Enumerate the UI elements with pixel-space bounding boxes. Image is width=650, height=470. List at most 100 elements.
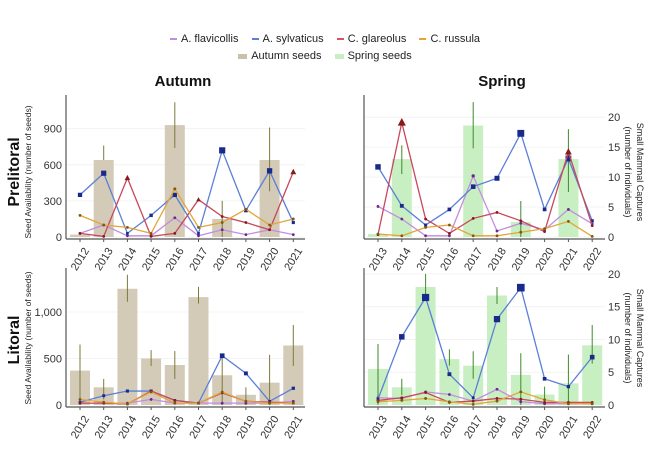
y-tick-label: 0	[608, 400, 614, 412]
marker-a-flavicollis	[400, 217, 404, 221]
series-line-c-glareolus	[79, 171, 294, 238]
x-tick-label: 2019	[235, 414, 258, 441]
marker-a-sylvaticus	[101, 170, 107, 176]
marker-c-glareolus	[102, 234, 106, 238]
marker-c-glareolus	[471, 217, 475, 220]
x-tick-label: 2014	[116, 246, 139, 273]
x-tick-label: 2013	[93, 414, 116, 441]
marker-c-glareolus	[543, 230, 546, 234]
y-tick-label: 10	[608, 172, 620, 184]
x-tick-label: 2018	[211, 414, 234, 441]
y-tick-label: 0	[608, 232, 614, 244]
marker-a-flavicollis	[424, 234, 427, 238]
marker-a-flavicollis	[495, 229, 499, 233]
marker-a-flavicollis	[519, 221, 523, 225]
x-tick-label: 2021	[557, 246, 580, 273]
x-tick-label: 2020	[533, 246, 556, 273]
legend-seeds: Autumn seeds Spring seeds	[0, 50, 650, 62]
marker-a-sylvaticus	[149, 213, 153, 218]
marker-a-flavicollis	[220, 228, 224, 232]
marker-a-sylvaticus	[493, 315, 501, 323]
marker-c-glareolus	[495, 397, 499, 400]
y-tick-label: 15	[608, 142, 620, 154]
marker-c-glareolus	[519, 219, 523, 223]
marker-c-russula	[220, 390, 224, 394]
marker-c-russula	[424, 226, 427, 229]
marker-c-russula	[543, 398, 546, 402]
marker-a-flavicollis	[149, 398, 153, 401]
marker-c-glareolus	[543, 400, 546, 404]
x-tick-label: 2017	[187, 246, 210, 273]
legend-item-a-sylvaticus: A. sylvaticus	[251, 33, 324, 45]
seed-bar	[439, 359, 460, 405]
marker-c-russula	[376, 232, 380, 236]
marker-c-russula	[197, 401, 200, 405]
marker-c-russula	[102, 400, 106, 404]
y-tick-label: 300	[44, 196, 62, 208]
x-tick-label: 2021	[557, 414, 580, 441]
series-line-a-flavicollis	[79, 216, 294, 237]
marker-a-sylvaticus	[424, 223, 428, 227]
marker-a-sylvaticus	[125, 389, 129, 393]
marker-a-sylvaticus	[77, 192, 83, 198]
marker-a-sylvaticus	[102, 394, 106, 398]
marker-c-russula	[149, 231, 153, 235]
series-line-a-flavicollis	[377, 174, 593, 237]
y-tick-label: 10	[608, 334, 620, 346]
x-tick-label: 2020	[258, 414, 281, 441]
marker-c-glareolus	[519, 397, 523, 401]
y-tick-label: 20	[608, 112, 620, 124]
y-tick-label: 5	[608, 202, 614, 214]
marker-c-russula	[78, 398, 82, 401]
marker-a-flavicollis	[244, 233, 248, 236]
x-tick-label: 2014	[391, 246, 414, 273]
y-axis-label-right-bottom-1: Small Mammal Captures	[635, 289, 645, 388]
x-tick-label: 2016	[164, 414, 187, 441]
x-tick-label: 2021	[282, 246, 305, 273]
marker-c-russula	[268, 401, 271, 405]
marker-a-flavicollis	[126, 234, 129, 238]
legend-label: Spring seeds	[347, 50, 412, 62]
marker-c-glareolus	[220, 215, 224, 218]
legend-item-spring-seeds: Spring seeds	[334, 50, 412, 62]
legend-item-a-flavicollis: A. flavicollis	[169, 33, 238, 45]
panel-litoral-spring: 0 5 10 15 20 2013 2014 2015 2016 2017 2018 2019 2020…	[363, 268, 620, 441]
marker-c-russula	[590, 402, 594, 406]
marker-c-russula	[567, 402, 570, 406]
marker-c-glareolus	[590, 224, 594, 228]
marker-a-flavicollis	[495, 387, 499, 391]
series-line-a-sylvaticus	[377, 286, 593, 400]
marker-a-sylvaticus	[219, 353, 225, 359]
marker-c-glareolus	[196, 197, 201, 202]
marker-a-flavicollis	[376, 205, 380, 208]
marker-c-glareolus	[495, 211, 499, 214]
row-title-prelitoral: Prelitoral	[6, 137, 23, 206]
y-tick-label: 0	[56, 400, 62, 412]
marker-c-russula	[495, 234, 499, 238]
legend-item-c-glareolus: C. glareolus	[336, 33, 406, 45]
marker-a-flavicollis	[519, 400, 523, 404]
marker-c-russula	[244, 399, 248, 403]
legend-label: Autumn seeds	[251, 50, 322, 62]
marker-c-russula	[400, 399, 404, 402]
y-axis-label-left-top: Seed Availability (number of seeds)	[23, 105, 33, 238]
marker-a-sylvaticus	[243, 371, 248, 376]
marker-a-flavicollis	[448, 234, 451, 238]
series-line-a-sylvaticus	[79, 148, 294, 235]
y-axis-label-left-bottom: Seed Availability (number of seeds)	[23, 271, 33, 404]
marker-c-russula	[543, 227, 546, 231]
marker-c-russula	[173, 187, 177, 191]
column-title-spring: Spring	[478, 73, 526, 90]
x-tick-label: 2018	[211, 246, 234, 273]
x-tick-label: 2019	[235, 246, 258, 273]
x-tick-label: 2018	[486, 414, 509, 441]
x-tick-label: 2014	[116, 414, 139, 441]
marker-c-glareolus	[397, 117, 406, 126]
series-line-c-russula	[79, 391, 294, 405]
marker-c-glareolus	[173, 398, 177, 402]
y-tick-label: 0	[56, 232, 62, 244]
marker-c-russula	[590, 235, 594, 238]
marker-c-russula	[149, 390, 153, 394]
x-tick-label: 2015	[140, 414, 163, 441]
